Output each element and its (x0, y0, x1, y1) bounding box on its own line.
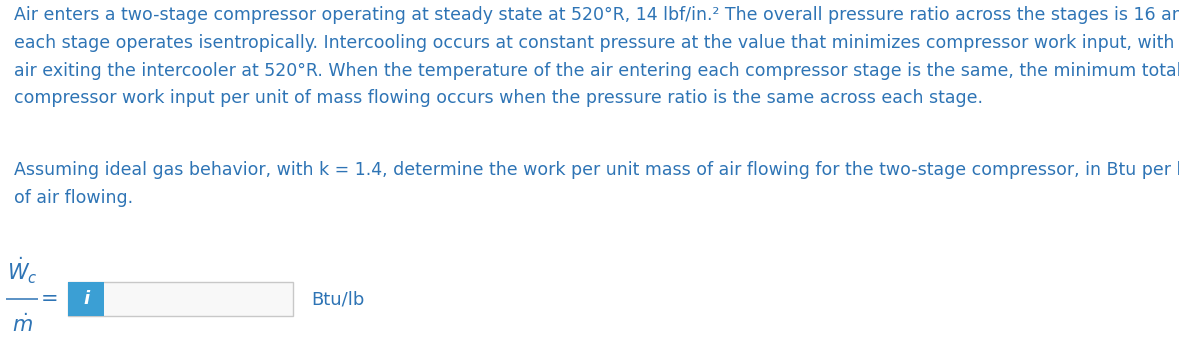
Text: $\dot{m}$: $\dot{m}$ (12, 313, 33, 336)
FancyBboxPatch shape (68, 282, 294, 316)
Text: Btu/lb: Btu/lb (311, 290, 364, 308)
Text: Assuming ideal gas behavior, with k = 1.4, determine the work per unit mass of a: Assuming ideal gas behavior, with k = 1.… (14, 161, 1179, 207)
Text: i: i (83, 290, 90, 308)
Text: =: = (41, 289, 59, 309)
Text: $\dot{W}_c$: $\dot{W}_c$ (7, 256, 38, 286)
FancyBboxPatch shape (68, 282, 104, 316)
Text: Air enters a two-stage compressor operating at steady state at 520°R, 14 lbf/in.: Air enters a two-stage compressor operat… (14, 6, 1179, 107)
